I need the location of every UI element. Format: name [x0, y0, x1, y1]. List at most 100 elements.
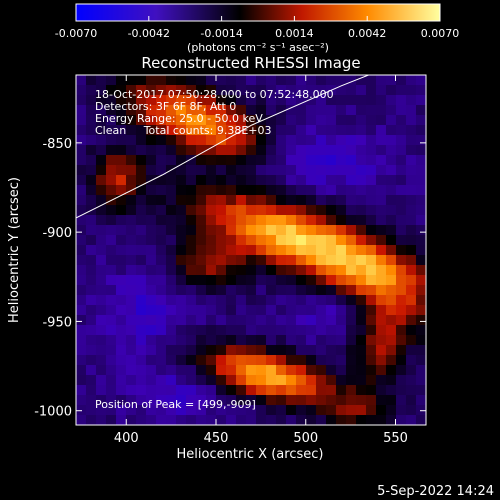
- heatmap-cell: [406, 325, 417, 336]
- colorbar: [75, 3, 441, 22]
- heatmap-cell: [366, 355, 377, 366]
- heatmap-cell: [256, 185, 267, 196]
- heatmap-cell: [106, 355, 117, 366]
- heatmap-cell: [166, 195, 177, 206]
- heatmap-cell: [416, 325, 426, 336]
- heatmap-cell: [126, 305, 137, 316]
- heatmap-cell: [76, 175, 87, 186]
- heatmap-cell: [216, 135, 227, 146]
- heatmap-cell: [416, 265, 426, 276]
- heatmap-cell: [286, 175, 297, 186]
- heatmap-cell: [136, 305, 147, 316]
- heatmap-cell: [346, 225, 357, 236]
- heatmap-cell: [246, 85, 257, 96]
- heatmap-cell: [236, 305, 247, 316]
- heatmap-cell: [136, 145, 147, 156]
- heatmap-cell: [376, 415, 387, 425]
- heatmap-cell: [196, 305, 207, 316]
- heatmap-cell: [376, 405, 387, 416]
- heatmap-cell: [176, 195, 187, 206]
- heatmap-cell: [306, 135, 317, 146]
- heatmap-cell: [116, 165, 127, 176]
- heatmap-cell: [156, 205, 167, 216]
- heatmap-cell: [296, 95, 307, 106]
- heatmap-cell: [226, 405, 237, 416]
- heatmap-cell: [366, 315, 377, 326]
- heatmap-cell: [336, 185, 347, 196]
- heatmap-cell: [256, 305, 267, 316]
- heatmap-cell: [326, 245, 337, 256]
- heatmap-cell: [316, 215, 327, 226]
- heatmap-cell: [86, 265, 97, 276]
- heatmap-cell: [96, 385, 107, 396]
- heatmap-cell: [286, 275, 297, 286]
- heatmap-cell: [316, 85, 327, 96]
- heatmap-cell: [116, 185, 127, 196]
- heatmap-cell: [416, 185, 426, 196]
- heatmap-cell: [266, 215, 277, 226]
- heatmap-cell: [126, 345, 137, 356]
- heatmap-cell: [366, 345, 377, 356]
- heatmap-cell: [316, 375, 327, 386]
- heatmap-cell: [406, 115, 417, 126]
- heatmap-cell: [416, 335, 426, 346]
- heatmap-cell: [366, 325, 377, 336]
- heatmap-cell: [296, 175, 307, 186]
- heatmap-cell: [216, 345, 227, 356]
- heatmap-cell: [336, 105, 347, 116]
- heatmap-cell: [106, 95, 117, 106]
- heatmap-cell: [396, 85, 407, 96]
- heatmap-cell: [96, 95, 107, 106]
- heatmap-cell: [276, 155, 287, 166]
- heatmap-cell: [216, 95, 227, 106]
- heatmap-cell: [276, 125, 287, 136]
- heatmap-cell: [246, 245, 257, 256]
- heatmap-cell: [186, 335, 197, 346]
- heatmap-cell: [346, 215, 357, 226]
- heatmap-cell: [96, 325, 107, 336]
- heatmap-cell: [216, 235, 227, 246]
- heatmap-cell: [286, 155, 297, 166]
- heatmap-cell: [396, 135, 407, 146]
- heatmap-cell: [346, 195, 357, 206]
- heatmap-cell: [156, 275, 167, 286]
- heatmap-cell: [226, 325, 237, 336]
- heatmap-cell: [286, 355, 297, 366]
- heatmap-cell: [136, 95, 147, 106]
- heatmap-cell: [236, 355, 247, 366]
- heatmap-cell: [116, 395, 127, 406]
- heatmap-cell: [76, 155, 87, 166]
- heatmap-cell: [336, 415, 347, 425]
- heatmap-cell: [356, 275, 367, 286]
- heatmap-cell: [76, 335, 87, 346]
- heatmap-cell: [256, 285, 267, 296]
- heatmap-cell: [136, 165, 147, 176]
- heatmap-cell: [236, 345, 247, 356]
- heatmap-cell: [406, 195, 417, 206]
- heatmap-cell: [86, 155, 97, 166]
- heatmap-cell: [366, 395, 377, 406]
- heatmap-cell: [216, 395, 227, 406]
- heatmap-cell: [336, 285, 347, 296]
- heatmap-cell: [356, 185, 367, 196]
- heatmap-cell: [266, 305, 277, 316]
- heatmap-cell: [196, 165, 207, 176]
- heatmap-cell: [306, 395, 317, 406]
- heatmap-cell: [356, 315, 367, 326]
- heatmap-cell: [336, 205, 347, 216]
- heatmap-cell: [246, 75, 257, 86]
- heatmap-cell: [326, 355, 337, 366]
- heatmap-cell: [226, 185, 237, 196]
- heatmap-cell: [226, 395, 237, 406]
- heatmap-cell: [186, 195, 197, 206]
- heatmap-cell: [236, 335, 247, 346]
- heatmap-cell: [256, 275, 267, 286]
- heatmap-cell: [326, 385, 337, 396]
- heatmap-cell: [386, 265, 397, 276]
- heatmap-cell: [146, 215, 157, 226]
- heatmap-cell: [346, 95, 357, 106]
- heatmap-cell: [336, 175, 347, 186]
- heatmap-cell: [296, 325, 307, 336]
- heatmap-cell: [196, 155, 207, 166]
- heatmap-cell: [266, 115, 277, 126]
